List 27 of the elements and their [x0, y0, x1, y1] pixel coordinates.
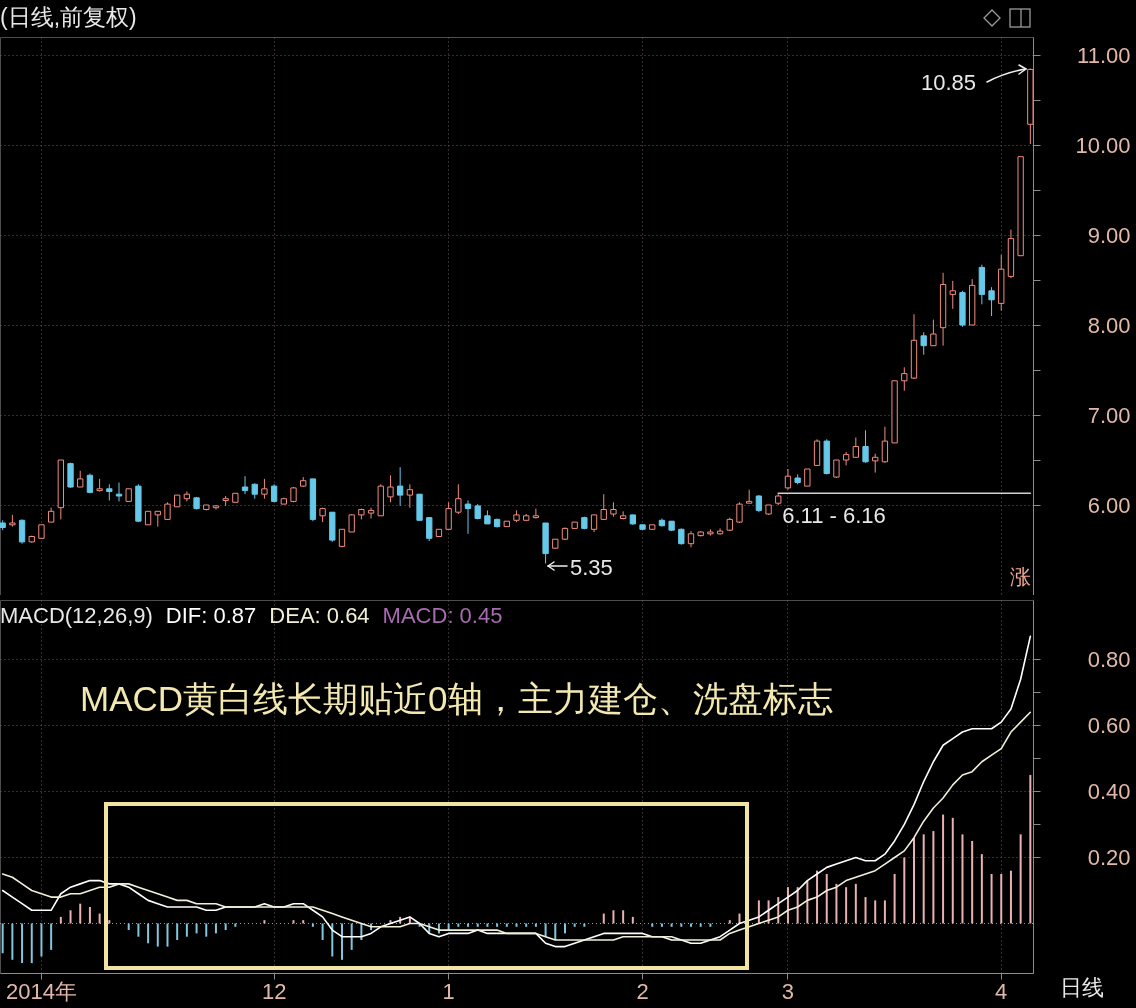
- y-tick-label: 8.00: [1087, 312, 1131, 338]
- x-tick-label: 4: [995, 978, 1008, 1004]
- annotation: MACD黄白线长期贴近0轴，主力建仓、洗盘标志: [80, 679, 833, 720]
- x-tick-label: 1: [442, 978, 455, 1004]
- annotation: 10.85: [921, 70, 977, 96]
- x-tick-label: 12: [261, 978, 287, 1004]
- annotation: 涨: [1010, 565, 1031, 590]
- y-tick-label: 0.60: [1087, 712, 1131, 738]
- chart-title: MACD(12,26,9): [0, 603, 153, 629]
- text: 日线: [1060, 975, 1104, 1001]
- chart-title: (日线,前复权): [0, 4, 137, 30]
- text: DIF: 0.87: [165, 603, 257, 629]
- y-tick-label: 9.00: [1087, 222, 1131, 248]
- x-tick-label: 3: [781, 978, 795, 1004]
- annotation: 6.11 - 6.16: [782, 503, 886, 529]
- annotation: MACD: 0.45: [382, 603, 503, 629]
- y-tick-label: 7.00: [1087, 402, 1131, 428]
- y-tick-label: 0.20: [1087, 844, 1131, 870]
- x-tick-label: 2: [636, 978, 649, 1004]
- text: DEA: 0.64: [269, 603, 370, 629]
- y-tick-label: 0.80: [1087, 646, 1131, 672]
- y-tick-label: 10.00: [1075, 132, 1131, 158]
- annotation: 5.35: [570, 555, 613, 581]
- y-tick-label: 11.00: [1077, 42, 1131, 68]
- y-tick-label: 6.00: [1087, 492, 1131, 518]
- x-tick-label: 2014年: [5, 978, 77, 1004]
- y-tick-label: 0.40: [1087, 778, 1131, 804]
